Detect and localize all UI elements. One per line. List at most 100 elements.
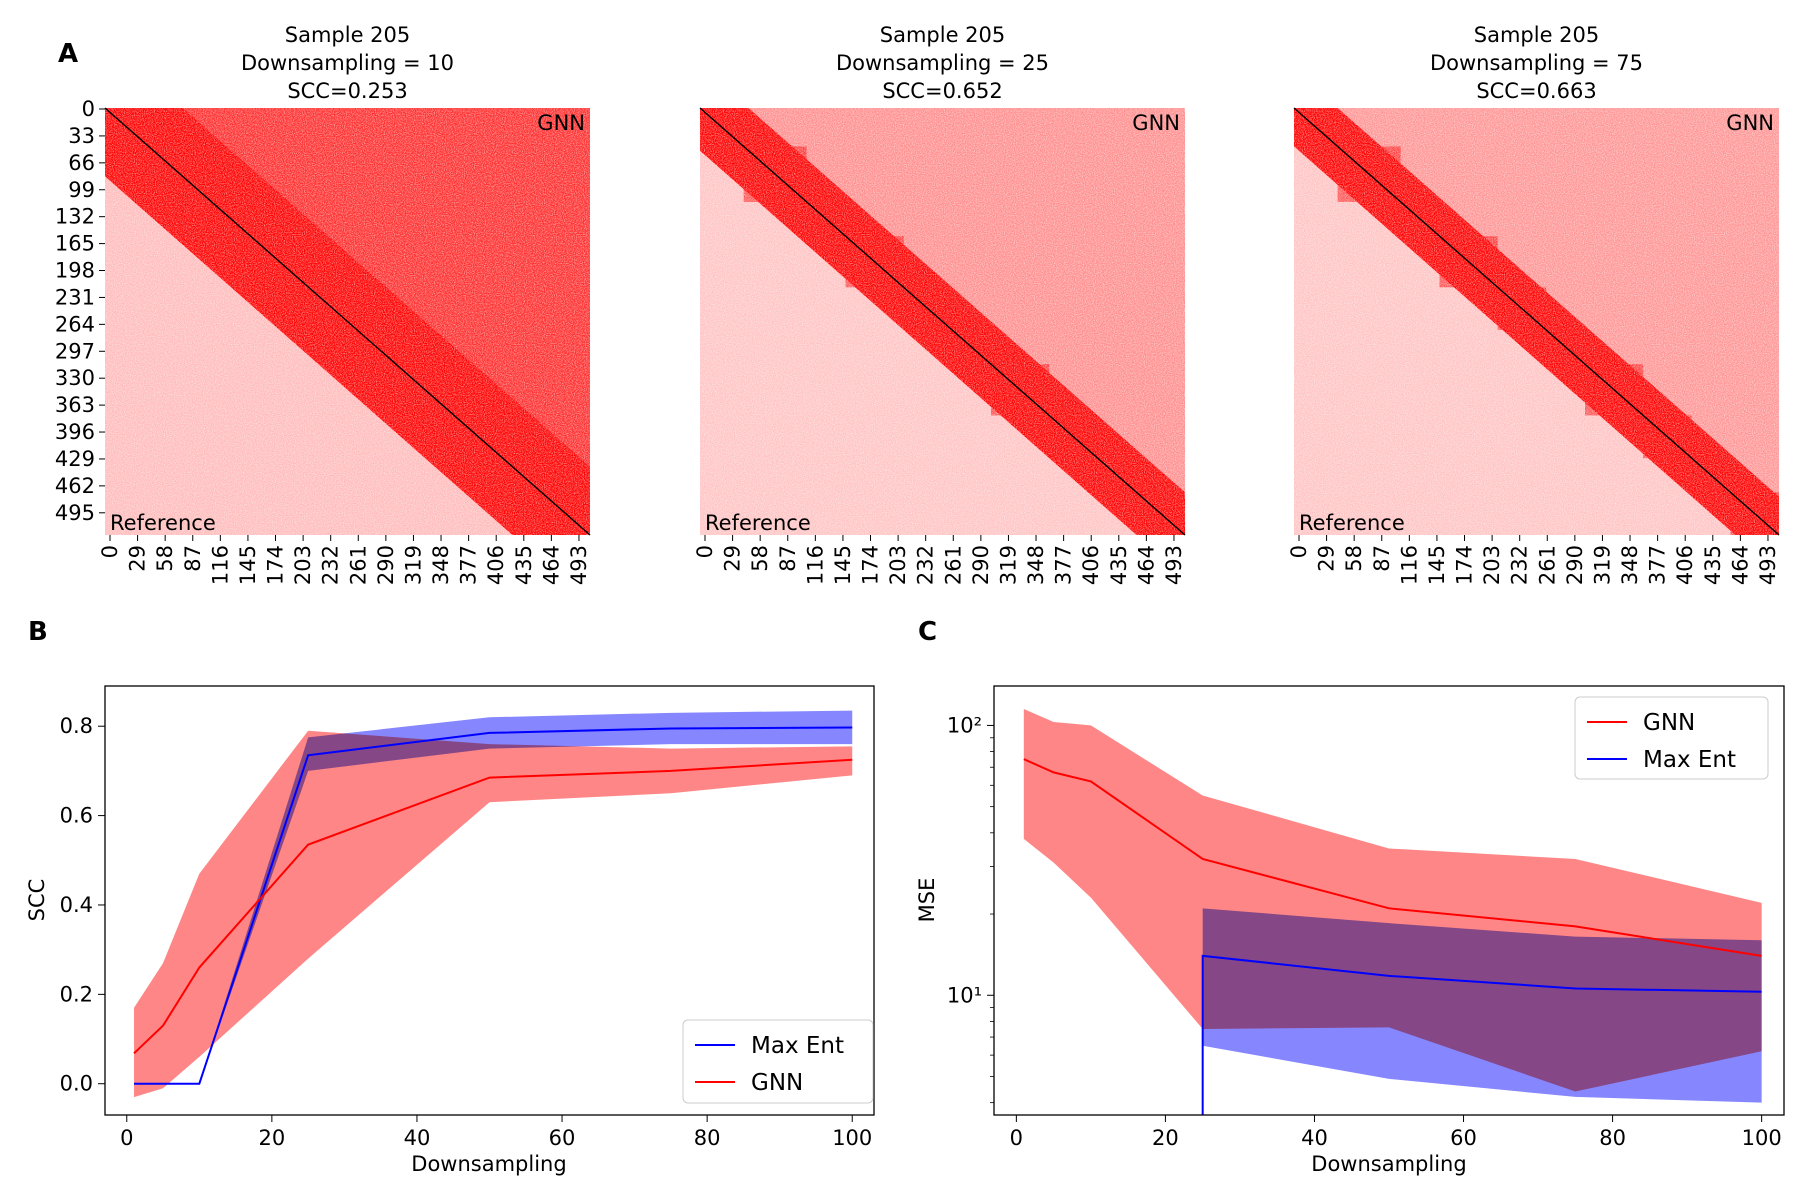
x-tick-label: 100 xyxy=(832,1126,872,1150)
heatmap-xtick-label: 319 xyxy=(401,545,425,585)
heatmap-1: Sample 205 Downsampling = 10 SCC=0.253 GNN R… xyxy=(55,23,591,585)
heatmap-xtick-label: 232 xyxy=(1508,545,1532,585)
heatmap-xtick-label: 232 xyxy=(914,545,938,585)
heatmap-ytick-label: 99 xyxy=(68,178,95,202)
heatmap-xtick-label: 435 xyxy=(1701,545,1725,585)
heatmap-xtick-label: 319 xyxy=(1590,545,1614,585)
heatmap-ytick-label: 33 xyxy=(68,124,95,148)
heatmap-lower-label: Reference xyxy=(705,511,811,535)
heatmap-title-line-1: Sample 205 xyxy=(880,23,1006,47)
heatmap-xtick-label: 232 xyxy=(319,545,343,585)
heatmap-xtick-label: 145 xyxy=(831,545,855,585)
scc-legend: Max Ent GNN xyxy=(682,1019,874,1104)
y-tick-label: 10² xyxy=(947,713,982,737)
heatmap-xtick-label: 87 xyxy=(181,545,205,572)
heatmap-upper-label: GNN xyxy=(1726,111,1774,135)
heatmap-xtick-label: 493 xyxy=(567,545,591,585)
heatmap-title-line-2: Downsampling = 10 xyxy=(241,51,454,75)
heatmap-xtick-label: 348 xyxy=(1024,545,1048,585)
heatmap-xtick-label: 493 xyxy=(1162,545,1186,585)
panel-label-a: A xyxy=(58,39,78,69)
heatmap-xtick-label: 377 xyxy=(1052,545,1076,585)
heatmap-xtick-label: 116 xyxy=(1397,545,1421,585)
max-ent-legend-label: Max Ent xyxy=(1643,747,1736,773)
max-ent-confidence-band xyxy=(1202,908,1762,1115)
heatmap-xtick-label: 58 xyxy=(748,545,772,572)
heatmap-ytick-label: 264 xyxy=(55,312,95,336)
max-ent-legend-label: Max Ent xyxy=(751,1033,844,1059)
heatmap-title-line-3: SCC=0.652 xyxy=(882,79,1002,103)
heatmap-ytick-label: 297 xyxy=(55,339,95,363)
heatmap-xtick-label: 174 xyxy=(264,545,288,585)
heatmap-ytick-label: 132 xyxy=(55,205,95,229)
x-tick-label: 80 xyxy=(1599,1126,1626,1150)
heatmap-xtick-label: 145 xyxy=(1425,545,1449,585)
heatmap-xtick-label: 406 xyxy=(1673,545,1697,585)
heatmap-xtick-label: 174 xyxy=(1453,545,1477,585)
heatmap-xtick-label: 348 xyxy=(429,545,453,585)
heatmap-xtick-label: 464 xyxy=(1134,545,1158,585)
max-ent-line xyxy=(134,726,853,1085)
heatmap-xtick-label: 406 xyxy=(484,545,508,585)
heatmap-xtick-label: 348 xyxy=(1618,545,1642,585)
heatmap-xtick-label: 261 xyxy=(941,545,965,585)
heatmap-title-line-3: SCC=0.253 xyxy=(287,79,407,103)
heatmap-upper-label: GNN xyxy=(537,111,585,135)
heatmap-ytick-label: 330 xyxy=(55,366,95,390)
x-tick-label: 20 xyxy=(258,1126,285,1150)
y-tick-label: 0.4 xyxy=(60,893,93,917)
heatmap-xtick-label: 203 xyxy=(886,545,910,585)
mse-legend: GNN Max Ent xyxy=(1574,696,1769,780)
gnn-line xyxy=(133,758,853,1055)
heatmap-diagonal-line xyxy=(1293,107,1780,536)
heatmap-xtick-label: 377 xyxy=(457,545,481,585)
heatmap-xtick-label: 435 xyxy=(1107,545,1131,585)
heatmap-row: Sample 205 Downsampling = 10 SCC=0.253 GNN R… xyxy=(55,23,1780,585)
gnn-line xyxy=(1023,758,1762,957)
x-tick-label: 100 xyxy=(1742,1126,1782,1150)
heatmap-xtick-label: 464 xyxy=(539,545,563,585)
heatmap-xtick-label: 58 xyxy=(153,545,177,572)
gnn-confidence-band xyxy=(134,730,853,1098)
heatmap-ytick-label: 0 xyxy=(82,97,95,121)
heatmap-diagonal-line xyxy=(104,107,591,536)
heatmap-title-line-2: Downsampling = 25 xyxy=(836,51,1049,75)
heatmap-xtick-label: 0 xyxy=(1287,545,1311,558)
heatmap-ytick-label: 396 xyxy=(55,420,95,444)
heatmap-ytick-label: 231 xyxy=(55,285,95,309)
heatmap-ytick-label: 165 xyxy=(55,232,95,256)
x-tick-label: 0 xyxy=(120,1126,133,1150)
heatmap-xtick-label: 116 xyxy=(208,545,232,585)
panel-label-c: C xyxy=(918,617,937,647)
y-tick-label: 0.6 xyxy=(60,804,93,828)
max-ent-line xyxy=(1201,954,1762,1115)
heatmap-xtick-label: 0 xyxy=(693,545,717,558)
heatmap-title-line-2: Downsampling = 75 xyxy=(1430,51,1643,75)
x-tick-label: 0 xyxy=(1010,1126,1023,1150)
heatmap-xtick-label: 174 xyxy=(859,545,883,585)
heatmap-xtick-label: 29 xyxy=(126,545,150,572)
x-tick-label: 80 xyxy=(694,1126,721,1150)
x-tick-label: 60 xyxy=(1450,1126,1477,1150)
heatmap-xtick-label: 29 xyxy=(721,545,745,572)
y-tick-label: 0.2 xyxy=(60,982,93,1006)
heatmap-lower-label: Reference xyxy=(110,511,216,535)
y-tick-label: 0.8 xyxy=(60,714,93,738)
heatmap-xtick-label: 261 xyxy=(346,545,370,585)
heatmap-xtick-label: 290 xyxy=(1563,545,1587,585)
heatmap-ytick-label: 66 xyxy=(68,151,95,175)
heatmap-diagonal-line xyxy=(699,107,1186,536)
heatmap-xtick-label: 116 xyxy=(803,545,827,585)
mse-chart: 0 20 40 60 80 100 10¹ 10² Downsampling MSE GNN… xyxy=(915,685,1785,1176)
heatmap-xtick-label: 493 xyxy=(1756,545,1780,585)
x-tick-label: 40 xyxy=(1301,1126,1328,1150)
heatmap-xtick-label: 290 xyxy=(969,545,993,585)
x-tick-label: 20 xyxy=(1152,1126,1179,1150)
heatmap-xtick-label: 0 xyxy=(98,545,122,558)
heatmap-title-line-1: Sample 205 xyxy=(285,23,411,47)
y-tick-label: 0.0 xyxy=(60,1072,93,1096)
mse-y-axis-label: MSE xyxy=(915,878,939,923)
heatmap-ytick-label: 462 xyxy=(55,474,95,498)
heatmap-xtick-label: 87 xyxy=(776,545,800,572)
heatmap-xtick-label: 87 xyxy=(1370,545,1394,572)
